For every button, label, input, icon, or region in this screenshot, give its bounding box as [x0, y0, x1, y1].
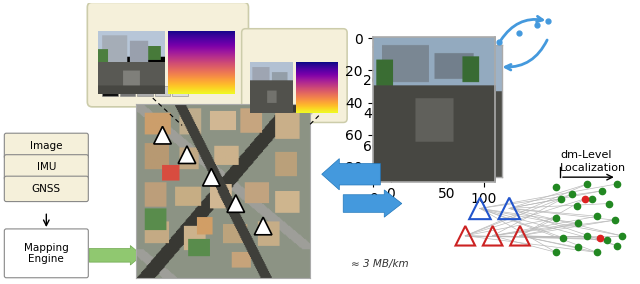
Polygon shape [227, 195, 244, 212]
Polygon shape [154, 126, 172, 144]
FancyBboxPatch shape [242, 29, 347, 122]
Text: ≈ 30 KB: ≈ 30 KB [236, 104, 278, 114]
Bar [137, 86, 153, 96]
FancyBboxPatch shape [4, 155, 88, 180]
Bar [155, 86, 170, 96]
Text: dm-Level: dm-Level [560, 150, 612, 160]
FancyArrow shape [322, 158, 380, 190]
Polygon shape [254, 217, 272, 235]
Bar [267, 106, 281, 114]
Bar [172, 86, 188, 96]
FancyBboxPatch shape [4, 229, 88, 278]
Bar [102, 86, 118, 96]
FancyArrow shape [343, 190, 402, 217]
FancyBboxPatch shape [4, 133, 88, 158]
Text: ≈ 3 MB/km: ≈ 3 MB/km [351, 259, 409, 269]
Text: Localization: Localization [560, 162, 626, 172]
Text: Mapping
Engine: Mapping Engine [24, 243, 68, 264]
Bar [120, 86, 135, 96]
Text: GNSS: GNSS [32, 184, 61, 194]
FancyBboxPatch shape [87, 2, 248, 107]
Bar [298, 106, 312, 114]
Text: IMU: IMU [36, 162, 56, 172]
FancyArrow shape [90, 246, 142, 265]
Text: Image: Image [30, 141, 63, 151]
FancyBboxPatch shape [4, 176, 88, 202]
Bar [252, 106, 265, 114]
Polygon shape [178, 146, 196, 164]
Polygon shape [203, 168, 220, 186]
Bar [283, 106, 296, 114]
